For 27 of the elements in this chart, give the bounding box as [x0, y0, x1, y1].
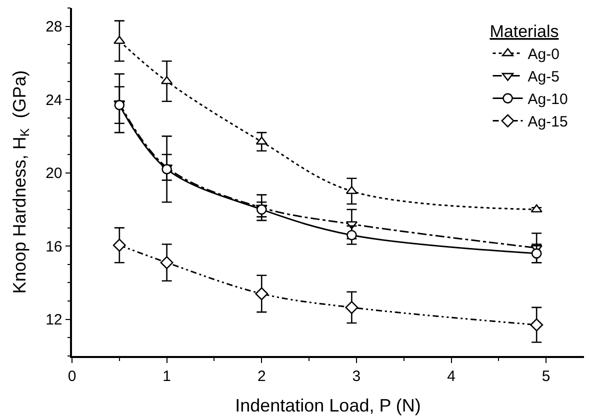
legend-label: Ag-10: [528, 91, 568, 108]
point: [255, 287, 268, 300]
point: [345, 300, 358, 314]
point: [346, 230, 357, 240]
y-tick-label: 28: [46, 18, 62, 36]
legend-label: Ag-5: [528, 68, 560, 86]
point: [531, 248, 542, 259]
point: [160, 256, 174, 270]
y-tick-label: 12: [46, 312, 62, 329]
legend-title: Materials: [490, 22, 559, 42]
x-tick-label: 5: [542, 368, 550, 385]
x-tick-label: 2: [257, 368, 266, 385]
point: [112, 238, 126, 252]
legend-label: Ag-0: [528, 46, 560, 64]
y-tick-label: 16: [46, 238, 62, 256]
x-tick-label: 3: [352, 368, 361, 385]
point: [256, 136, 268, 145]
point: [530, 204, 542, 212]
x-axis-title: Indentation Load, P (N): [235, 395, 421, 416]
point: [114, 36, 126, 44]
x-tick-label: 4: [447, 368, 456, 385]
y-tick-label: 24: [46, 92, 62, 109]
x-tick-label: 0: [68, 368, 76, 385]
x-tick-label: 1: [162, 368, 171, 385]
y-tick-label: 20: [46, 165, 62, 182]
point: [530, 318, 544, 332]
legend-label: Ag-15: [528, 114, 568, 131]
